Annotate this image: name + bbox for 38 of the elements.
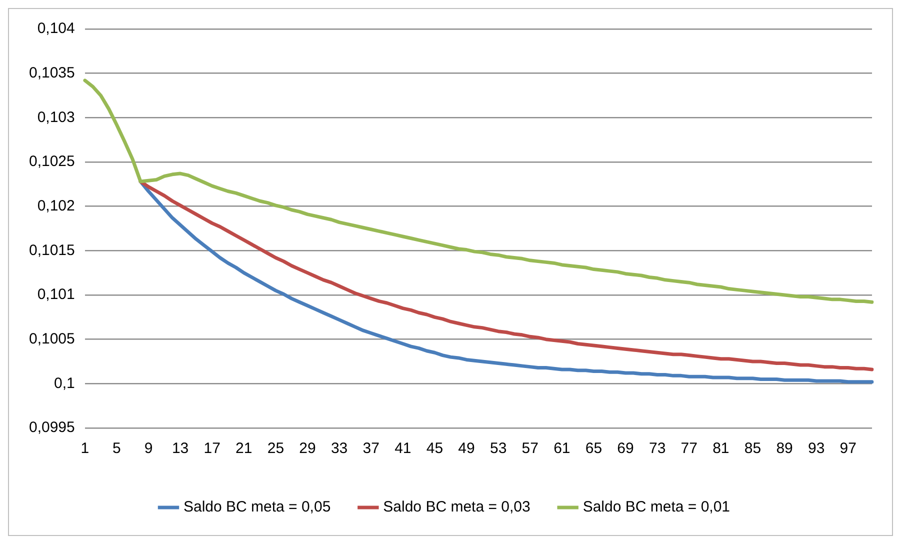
x-tick-label: 81 [712, 440, 730, 458]
x-tick-label: 77 [680, 440, 698, 458]
x-tick-label: 97 [840, 440, 856, 458]
y-tick-label: 0,1005 [28, 330, 75, 348]
y-tick-label: 0,1025 [28, 153, 75, 170]
x-tick-label: 69 [617, 440, 634, 458]
x-tick-label: 21 [236, 440, 252, 458]
legend-label: Saldo BC meta = 0,05 [183, 498, 331, 516]
y-tick-label: 0,0995 [28, 419, 75, 436]
y-tick-label: 0,1015 [28, 242, 75, 259]
y-tick-label: 0,1 [54, 374, 75, 392]
x-tick-label: 93 [808, 440, 825, 458]
x-tick-label: 85 [744, 440, 762, 458]
x-tick-label: 9 [144, 440, 153, 458]
x-tick-label: 37 [362, 440, 380, 458]
x-tick-label: 65 [585, 440, 602, 458]
x-tick-label: 13 [172, 440, 189, 458]
x-tick-label: 5 [112, 440, 121, 458]
y-tick-label: 0,104 [37, 20, 75, 38]
x-tick-label: 41 [394, 440, 412, 458]
y-tick-label: 0,102 [37, 197, 75, 214]
legend-label: Saldo BC meta = 0,01 [582, 498, 730, 516]
x-tick-label: 73 [648, 440, 666, 458]
x-tick-label: 45 [426, 440, 444, 458]
y-tick-label: 0,103 [37, 108, 75, 126]
x-tick-label: 61 [554, 440, 570, 458]
x-tick-label: 89 [776, 440, 793, 458]
y-tick-label: 0,1035 [28, 64, 75, 82]
x-tick-label: 33 [330, 440, 348, 458]
x-tick-label: 17 [204, 440, 220, 458]
x-tick-label: 1 [80, 440, 90, 458]
x-tick-label: 57 [522, 440, 538, 458]
x-tick-label: 29 [299, 440, 316, 458]
legend-label: Saldo BC meta = 0,03 [383, 498, 530, 516]
y-tick-label: 0,101 [37, 286, 75, 304]
x-tick-label: 25 [267, 440, 284, 458]
x-tick-label: 53 [490, 440, 507, 458]
x-tick-label: 49 [458, 440, 475, 458]
